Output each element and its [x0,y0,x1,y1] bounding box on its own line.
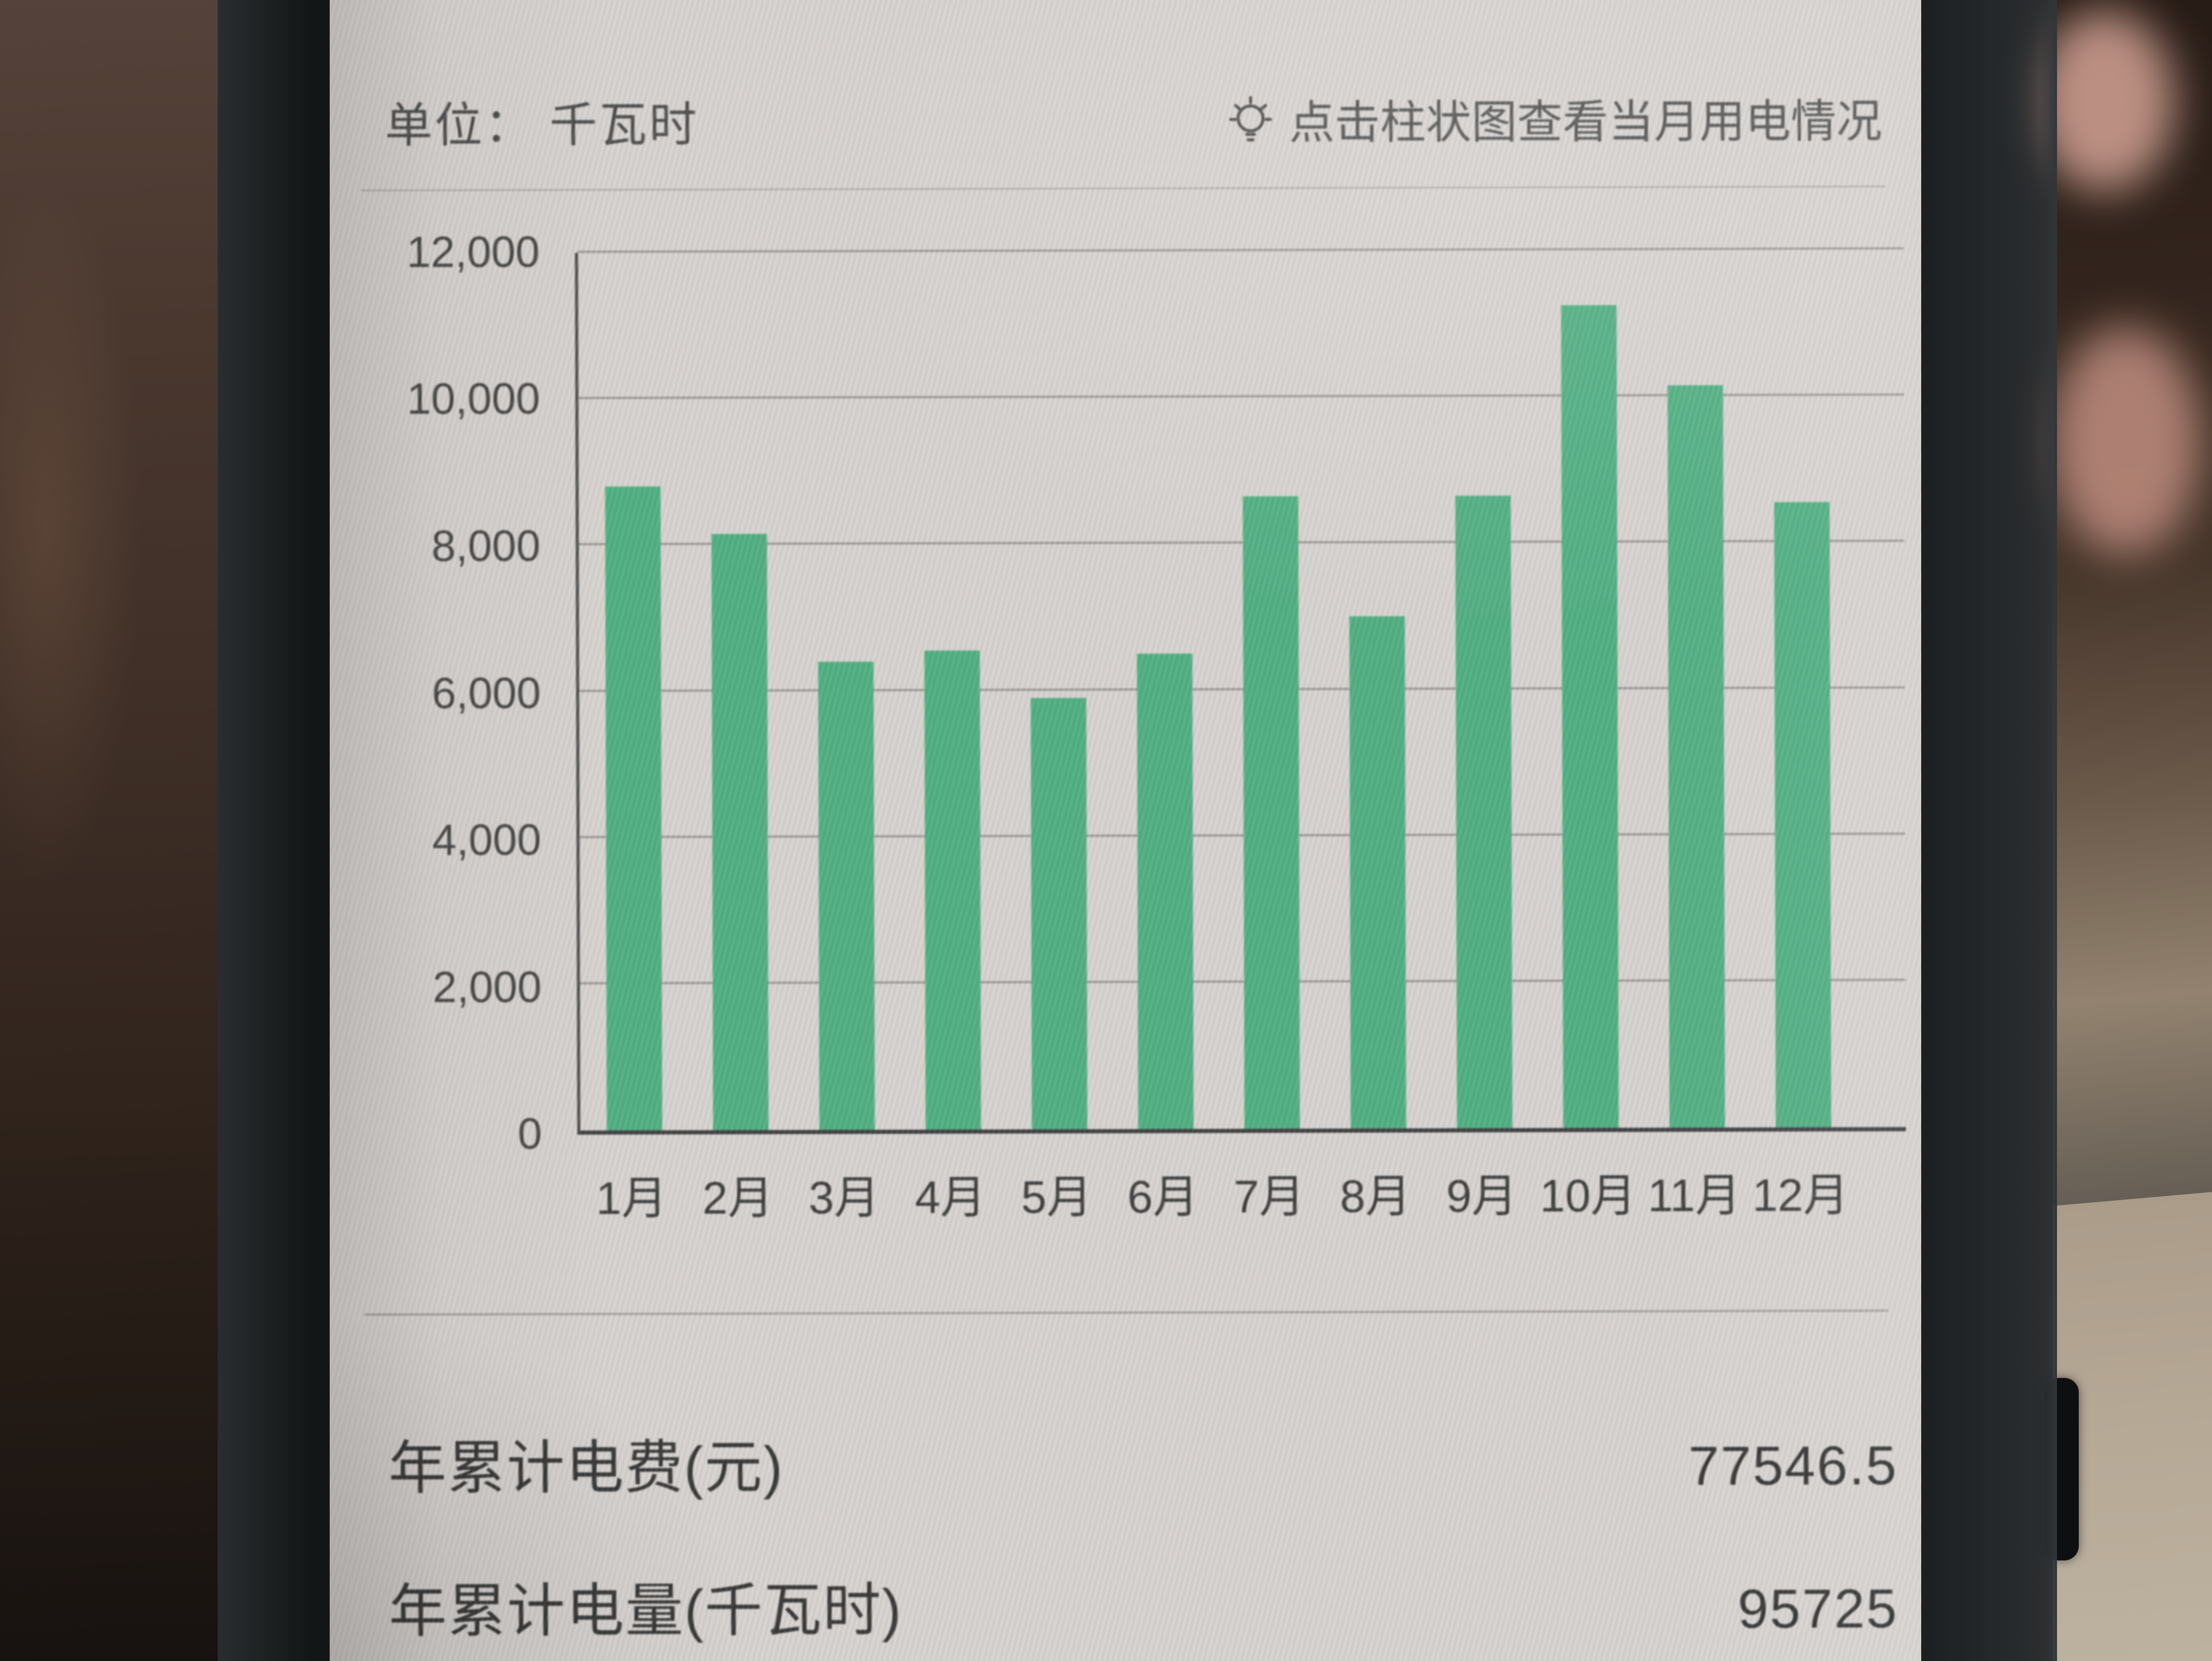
y-tick-label: 10,000 [406,374,540,424]
plot-area [575,247,1906,1135]
x-tick-label: 7月 [1233,1171,1305,1222]
bar-11月[interactable] [1667,385,1725,1128]
annual-energy-label: 年累计电量(千瓦时) [388,1578,903,1644]
y-tick-label: 6,000 [431,668,541,717]
y-tick-label: 0 [517,1109,542,1158]
x-tick-label: 1月 [596,1172,667,1224]
y-tick-label: 2,000 [432,962,542,1011]
y-tick-label: 12,000 [406,227,540,277]
background-hand-left [0,0,228,1661]
x-tick-label: 9月 [1446,1170,1517,1222]
bar-2月[interactable] [711,533,769,1131]
x-tick-label: 3月 [808,1172,880,1223]
y-tick-label: 4,000 [432,815,542,865]
phone-screen: 单位： 千瓦时 点击柱状图查看当月用电情况 [330,0,1921,1661]
summary-row-annual-fee: 年累计电费(元) 77546.5 [331,1417,1921,1505]
lightbulb-icon [1229,96,1272,142]
bar-1月[interactable] [605,486,663,1131]
x-tick-label: 10月 [1540,1170,1637,1221]
bar-9月[interactable] [1455,495,1513,1129]
x-tick-label: 4月 [914,1171,986,1223]
x-tick-label: 5月 [1021,1171,1092,1223]
bar-4月[interactable] [924,650,981,1130]
x-axis-labels: 1月 2月 3月 4月 5月 6月 7月 8月 9月 10月 11月 12月 [577,1158,1906,1234]
y-axis-labels: 0 2,000 4,000 6,000 8,000 10,000 12,000 [330,228,560,1158]
bar-7月[interactable] [1243,496,1300,1129]
bar-12月[interactable] [1774,502,1831,1128]
y-tick-label: 8,000 [431,521,541,571]
x-tick-label: 11月 [1647,1169,1741,1221]
chart-header: 单位： 千瓦时 点击柱状图查看当月用电情况 [330,45,1920,194]
bar-5月[interactable] [1031,697,1088,1130]
annual-energy-value: 95725 [1738,1578,1899,1640]
bar-10月[interactable] [1561,305,1619,1128]
summary-row-annual-energy: 年累计电量(千瓦时) 95725 [332,1560,1921,1649]
background-right [2053,0,2212,1661]
fingertip [2050,327,2201,555]
bar-6月[interactable] [1137,653,1194,1129]
bar-8月[interactable] [1349,616,1406,1129]
chart-tip: 点击柱状图查看当月用电情况 [1225,85,1882,152]
gridline [578,247,1904,253]
bar-chart[interactable]: 0 2,000 4,000 6,000 8,000 10,000 12,000 1月 2月 3月… [330,0,1921,1350]
annual-fee-label: 年累计电费(元) [388,1434,784,1501]
x-tick-label: 2月 [702,1172,773,1224]
annual-fee-value: 77546.5 [1688,1435,1898,1497]
fingertip [2035,10,2175,192]
x-tick-label: 12月 [1752,1169,1849,1221]
x-tick-label: 8月 [1340,1170,1411,1222]
bar-3月[interactable] [818,661,875,1130]
x-tick-label: 6月 [1127,1171,1199,1222]
